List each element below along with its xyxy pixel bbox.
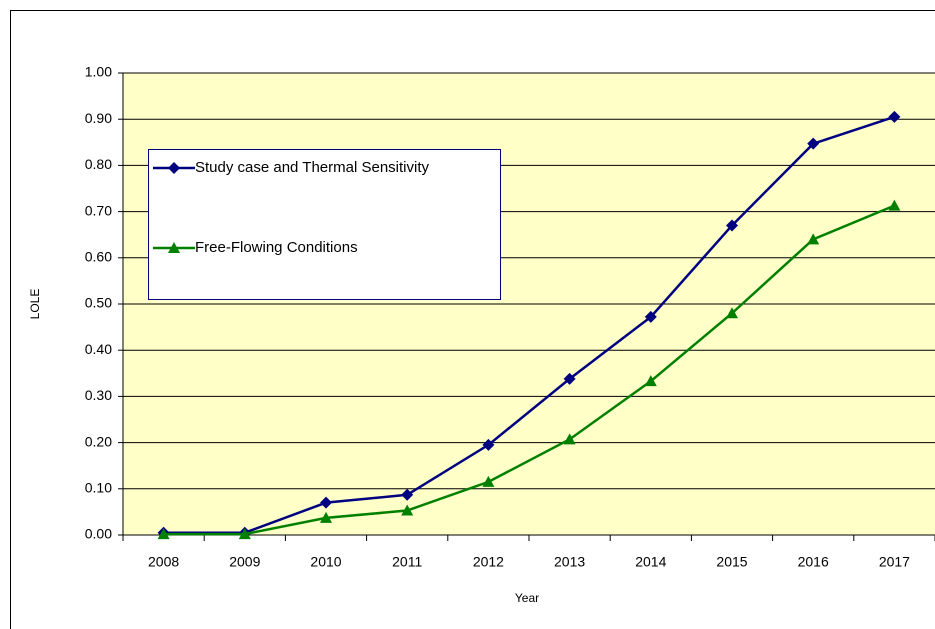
data-point	[563, 433, 576, 445]
x-tick-label: 2017	[879, 554, 910, 570]
data-point	[563, 372, 576, 385]
y-tick-label: 0.00	[85, 526, 112, 542]
data-point	[644, 310, 657, 323]
data-point	[401, 504, 414, 516]
y-tick-label: 0.40	[85, 341, 112, 357]
legend: Study case and Thermal Sensitivity Free-F…	[148, 149, 501, 300]
data-point	[807, 233, 820, 245]
data-point	[482, 475, 495, 487]
plot-area: 0.00 0.10 0.20 0.30 0.40 0.50 0.60 0.70 0.80 0.90…	[85, 64, 935, 570]
x-tick-label: 2016	[798, 554, 829, 570]
data-point	[157, 528, 170, 540]
y-tick-label: 0.60	[85, 249, 112, 265]
x-tick-label: 2011	[392, 554, 422, 570]
data-point	[482, 438, 495, 451]
y-tick-label: 1.00	[85, 64, 112, 80]
legend-marker	[168, 162, 180, 174]
legend-marker	[168, 242, 180, 253]
data-point	[888, 110, 901, 123]
series-line	[163, 204, 895, 536]
data-point	[726, 219, 738, 232]
y-tick-label: 0.70	[85, 202, 112, 218]
data-point	[238, 528, 251, 540]
x-tick-label: 2013	[554, 554, 585, 570]
x-tick-label: 2014	[635, 554, 666, 570]
y-axis-label: LOLE	[28, 289, 42, 320]
x-axis-label: Year	[515, 591, 539, 605]
y-tick-label: 0.20	[85, 433, 112, 449]
data-point	[644, 375, 657, 387]
x-tick-label: 2009	[229, 554, 260, 570]
data-point	[888, 199, 901, 211]
legend-label: Study case and Thermal Sensitivity	[195, 159, 430, 176]
legend-key	[153, 242, 195, 253]
data-point	[320, 496, 332, 509]
data-point	[320, 511, 332, 523]
x-tick-label: 2015	[716, 554, 747, 570]
y-tick-label: 0.50	[85, 295, 112, 311]
y-tick-label: 0.30	[85, 387, 112, 403]
x-tick-label: 2012	[473, 554, 504, 570]
data-point	[807, 137, 820, 150]
y-tick-label: 0.10	[85, 480, 112, 496]
y-tick-label: 0.90	[85, 110, 112, 126]
data-point	[726, 307, 738, 319]
x-tick-label: 2008	[148, 554, 179, 570]
legend-label: Free-Flowing Conditions	[195, 239, 358, 256]
y-tick-label: 0.80	[85, 156, 112, 172]
series-line	[163, 115, 895, 534]
data-point	[401, 488, 414, 501]
legend-entry: Free-Flowing Conditions	[153, 238, 435, 258]
legend-entry: Study case and Thermal Sensitivity	[153, 158, 435, 178]
legend-key	[153, 162, 195, 174]
x-tick-label: 2010	[310, 554, 341, 570]
